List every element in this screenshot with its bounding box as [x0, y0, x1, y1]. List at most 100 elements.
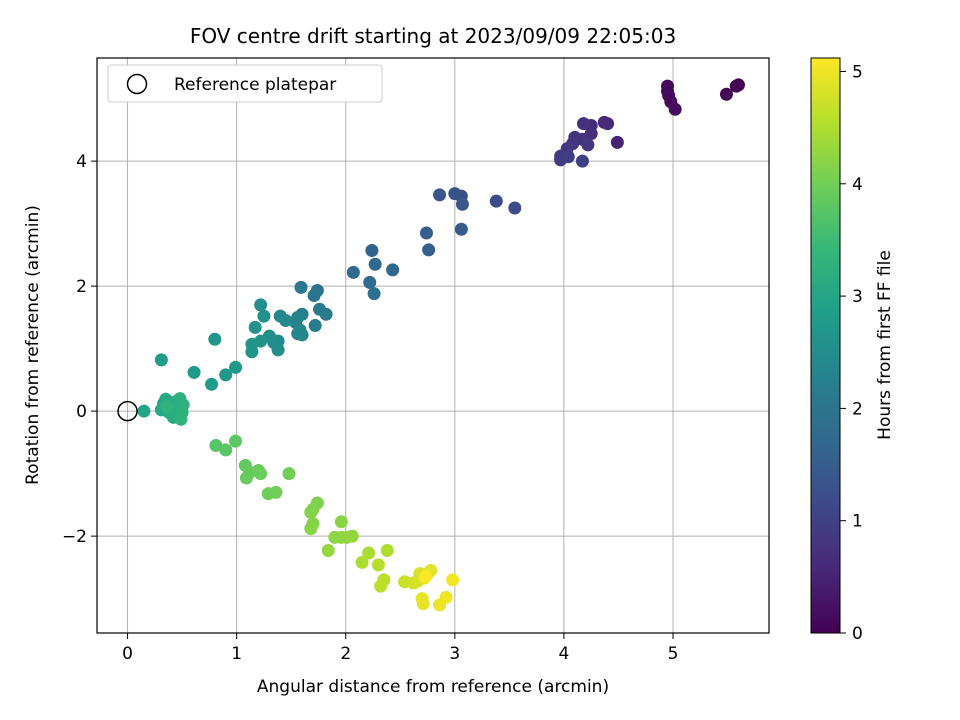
data-point: [254, 334, 268, 348]
data-point: [729, 79, 743, 93]
y-tick-label: 0: [76, 402, 87, 422]
grid-lines: [97, 58, 769, 633]
data-point: [245, 345, 259, 359]
data-point: [176, 398, 190, 412]
data-point: [269, 485, 283, 499]
x-tick-label: 3: [449, 644, 460, 664]
colorbar-tick-label: 3: [852, 287, 863, 307]
data-point: [419, 226, 433, 240]
colorbar-label: Hours from first FF file: [875, 250, 895, 440]
data-point: [321, 544, 335, 557]
data-point: [257, 309, 271, 323]
data-point: [271, 343, 285, 357]
data-point: [282, 467, 296, 481]
data-point: [346, 265, 360, 279]
colorbar-tick-label: 4: [852, 175, 863, 195]
reference-platepar-marker: [117, 400, 138, 422]
x-tick-label: 2: [340, 644, 351, 664]
data-point: [371, 558, 385, 572]
data-point: [219, 368, 233, 382]
data-point: [137, 404, 151, 418]
data-point: [454, 222, 468, 236]
y-axis-label: Rotation from reference (arcmin): [23, 205, 43, 485]
data-point: [367, 287, 381, 301]
data-point: [422, 243, 436, 257]
colorbar-tick-label: 2: [852, 399, 863, 419]
x-axis-label: Angular distance from reference (arcmin): [257, 677, 609, 697]
data-point: [334, 515, 348, 529]
colorbar-tick-label: 0: [852, 624, 863, 644]
data-point: [363, 275, 377, 289]
data-point: [248, 320, 262, 334]
data-point: [219, 443, 233, 457]
chart-title: FOV centre drift starting at 2023/09/09 …: [190, 24, 676, 48]
data-point: [719, 87, 733, 101]
legend: Reference platepar: [107, 64, 383, 103]
data-point: [668, 102, 682, 116]
plot-frame: [96, 57, 770, 634]
data-point: [307, 289, 321, 302]
data-point: [313, 302, 327, 316]
data-point: [254, 298, 268, 312]
data-point: [575, 154, 589, 168]
colorbar-ticks: 0 1 2 3 4 5: [840, 62, 863, 644]
data-point: [374, 579, 388, 593]
data-point: [345, 529, 359, 543]
axis-ticks: 0 1 2 3 4 5 −2 0 2 4: [62, 152, 678, 664]
data-point: [304, 505, 318, 519]
data-point: [380, 544, 394, 557]
legend-marker-reference: [126, 73, 148, 95]
data-point: [291, 327, 305, 341]
data-point: [581, 138, 595, 152]
x-tick-label: 0: [122, 644, 133, 664]
colorbar: 0 1 2 3 4 5 Hours from first FF file: [810, 57, 895, 644]
data-point: [187, 365, 201, 379]
data-point: [577, 117, 591, 131]
data-point: [154, 353, 168, 367]
colorbar-tick-label: 1: [852, 512, 863, 532]
data-point: [489, 194, 503, 208]
data-point: [368, 257, 382, 271]
data-point: [386, 263, 400, 277]
legend-box: [107, 64, 383, 103]
data-point: [279, 314, 293, 327]
data-point: [209, 439, 223, 452]
data-point: [508, 201, 522, 215]
data-point: [455, 197, 469, 211]
x-tick-label: 5: [668, 644, 679, 664]
x-tick-label: 1: [231, 644, 242, 664]
data-point: [418, 570, 432, 584]
data-point: [254, 467, 268, 481]
data-point: [229, 434, 243, 448]
data-point: [355, 555, 369, 569]
data-point: [433, 188, 447, 202]
colorbar-strip: [810, 57, 841, 634]
x-tick-label: 4: [558, 644, 569, 664]
y-tick-label: 4: [76, 152, 87, 172]
data-points: [137, 78, 745, 612]
data-point: [362, 546, 376, 560]
data-point: [365, 244, 379, 257]
legend-label-reference: Reference platepar: [174, 75, 336, 95]
data-point: [239, 471, 253, 485]
y-tick-label: −2: [62, 527, 87, 547]
reference-marker-layer: [117, 400, 138, 422]
data-point: [416, 597, 430, 611]
data-point: [174, 412, 188, 426]
data-point: [446, 573, 460, 587]
colorbar-tick-label: 5: [852, 62, 863, 82]
data-point: [229, 360, 243, 374]
data-point: [304, 522, 318, 536]
data-point: [208, 332, 222, 346]
data-point: [561, 150, 575, 164]
data-point: [597, 115, 611, 129]
data-point: [439, 590, 453, 604]
data-point: [610, 135, 624, 149]
data-point: [205, 377, 219, 391]
data-point: [160, 400, 174, 414]
data-point: [308, 319, 322, 332]
data-point: [294, 280, 308, 294]
y-tick-label: 2: [76, 277, 87, 297]
data-point: [448, 187, 462, 201]
